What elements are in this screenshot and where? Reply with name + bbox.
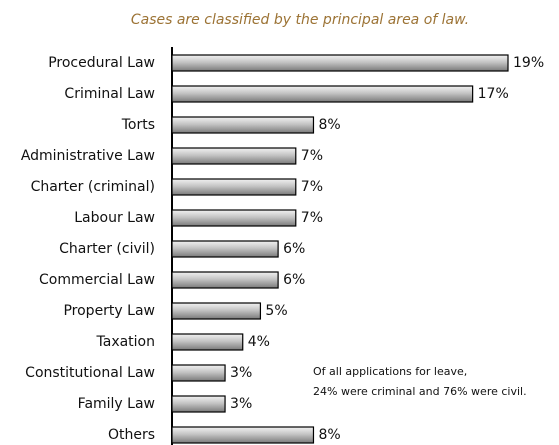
value-label: 5% [265, 303, 287, 319]
value-label: 7% [301, 210, 323, 226]
bar [171, 147, 297, 165]
category-label: Torts [121, 117, 155, 133]
bar [171, 178, 297, 196]
bar [171, 333, 244, 351]
value-label: 6% [283, 241, 305, 257]
category-label: Procedural Law [48, 55, 155, 71]
chart-title: Cases are classified by the principal ar… [131, 12, 469, 28]
bar [171, 364, 226, 382]
category-label: Commercial Law [39, 272, 155, 288]
value-label: 3% [230, 396, 252, 412]
category-label: Taxation [96, 334, 156, 350]
category-label: Others [108, 427, 155, 443]
bar [171, 240, 279, 258]
value-label: 6% [283, 272, 305, 288]
category-label: Charter (civil) [59, 241, 155, 257]
category-label: Administrative Law [21, 148, 155, 164]
value-label: 17% [478, 86, 509, 102]
value-label: 4% [248, 334, 270, 350]
bar [171, 302, 262, 320]
bar [171, 209, 297, 227]
value-label: 3% [230, 365, 252, 381]
bar [171, 85, 474, 103]
value-label: 8% [318, 427, 340, 443]
category-label: Property Law [63, 303, 155, 319]
annotation: 24% were criminal and 76% were civil. [313, 385, 527, 398]
category-label: Charter (criminal) [31, 179, 155, 195]
category-label: Labour Law [74, 210, 155, 226]
bar [171, 54, 509, 72]
value-label: 19% [513, 55, 544, 71]
category-label: Family Law [78, 396, 155, 412]
bar [171, 395, 226, 413]
bar [171, 271, 279, 289]
value-label: 8% [318, 117, 340, 133]
category-label: Criminal Law [64, 86, 155, 102]
bar [171, 426, 315, 444]
bar [171, 116, 315, 134]
category-label: Constitutional Law [25, 365, 155, 381]
value-label: 7% [301, 148, 323, 164]
value-label: 7% [301, 179, 323, 195]
annotation: Of all applications for leave, [313, 365, 467, 378]
